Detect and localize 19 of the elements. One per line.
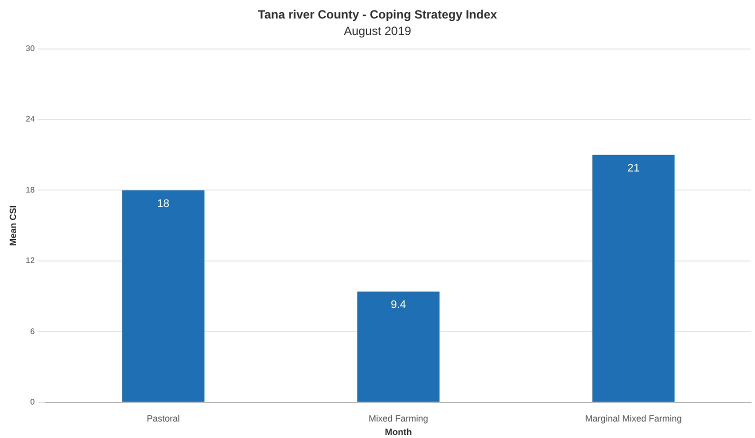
x-axis-title: Month (384, 427, 412, 438)
y-tick-label: 6 (30, 326, 36, 336)
y-tick-label: 0 (30, 398, 36, 407)
bar (122, 190, 204, 402)
bar (357, 292, 440, 402)
x-tick-label: Marginal Mixed Farming (585, 413, 682, 424)
data-label: 9.4 (390, 299, 406, 312)
data-label: 18 (157, 198, 170, 210)
chart-title: Tana river County - Coping Strategy Index (258, 8, 498, 22)
y-tick-label: 30 (26, 44, 36, 54)
data-label: 21 (627, 162, 640, 174)
bar (592, 154, 675, 402)
x-tick-label: Mixed Farming (368, 413, 428, 424)
x-tick-label: Pastoral (146, 413, 180, 424)
y-axis-title: Mean CSI (8, 205, 18, 246)
y-tick-label: 24 (26, 114, 36, 124)
y-tick-label: 12 (26, 256, 36, 266)
y-tick-label: 18 (26, 185, 36, 194)
chart-subtitle: August 2019 (344, 24, 412, 38)
